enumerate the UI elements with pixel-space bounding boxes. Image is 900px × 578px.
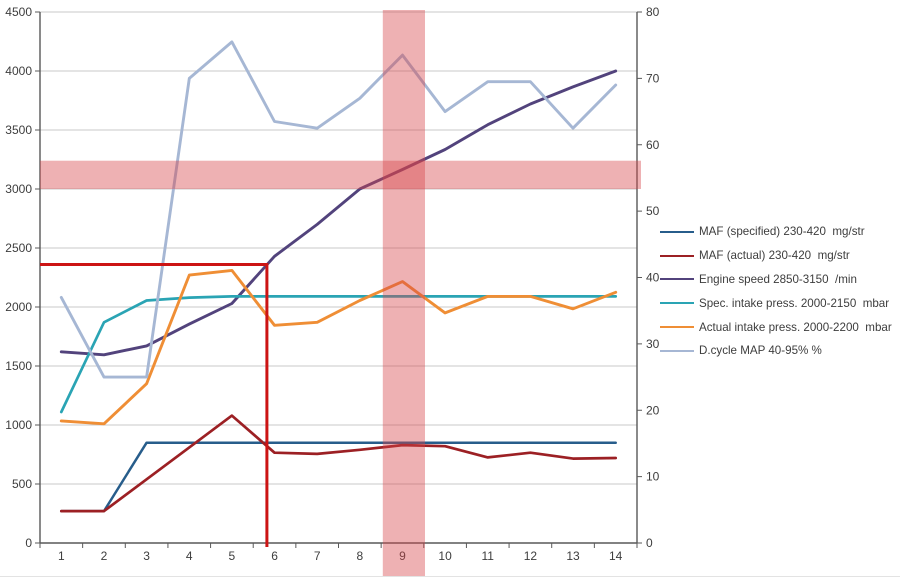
left-axis-tick-label: 3000 [5, 182, 32, 196]
threshold-marker-lines [40, 263, 269, 547]
right-axis-tick-label: 30 [646, 337, 660, 351]
x-axis-tick-label: 11 [482, 549, 495, 563]
left-axis-tick-label: 2000 [5, 300, 32, 314]
left-axis-tick-label: 1500 [5, 359, 32, 373]
legend-line-swatch [660, 254, 694, 257]
x-axis-tick-label: 1 [58, 549, 65, 563]
legend-item-engine-speed-2850-3150-min: Engine speed 2850-3150 /min [660, 268, 892, 292]
series-line-maf-actual-230-420-mg-str [59, 414, 618, 513]
series-line-d-cycle-map-40-95 [59, 40, 618, 379]
x-axis-tick-label: 3 [143, 549, 150, 563]
series-line-spec-intake-press-2000-2150-mbar [59, 295, 618, 414]
x-axis-tick-label: 5 [229, 549, 236, 563]
legend-line-swatch [660, 302, 694, 305]
left-axis-tick-label: 3500 [5, 123, 32, 137]
legend-item-maf-actual-230-420-mg-str: MAF (actual) 230-420 mg/str [660, 244, 892, 268]
legend-label: Actual intake press. 2000-2200 mbar [699, 320, 892, 334]
x-axis-tick-label: 13 [566, 549, 580, 563]
left-axis-tick-label: 0 [25, 536, 32, 550]
vertical-highlight-band [382, 10, 425, 577]
x-axis-tick-label: 4 [186, 549, 193, 563]
right-axis-tick-label: 50 [646, 204, 660, 218]
legend-item-maf-specified-230-420-mg-str: MAF (specified) 230-420 mg/str [660, 220, 892, 244]
legend-label: Spec. intake press. 2000-2150 mbar [699, 296, 890, 310]
series-line-engine-speed-2850-3150-min [59, 69, 618, 357]
left-axis-tick-label: 1000 [5, 418, 32, 432]
right-axis-tick-label: 40 [646, 271, 660, 285]
legend-line-swatch [660, 230, 694, 233]
legend-label: MAF (actual) 230-420 mg/str [699, 249, 850, 263]
legend-label: D.cycle MAP 40-95% % [699, 344, 822, 358]
x-axis-tick-label: 6 [271, 549, 278, 563]
left-axis-tick-label: 2500 [5, 241, 32, 255]
chart-legend: MAF (specified) 230-420 mg/str MAF (actua… [660, 220, 892, 363]
right-axis-tick-label: 10 [646, 470, 660, 484]
horizontal-highlight-band [40, 160, 641, 189]
left-axis-tick-label: 4500 [5, 5, 32, 19]
right-axis-tick-label: 0 [646, 536, 653, 550]
legend-line-swatch [660, 326, 694, 329]
x-axis-tick-label: 10 [438, 549, 452, 563]
x-axis-tick-label: 12 [524, 549, 538, 563]
x-axis-tick-label: 14 [609, 549, 623, 563]
legend-label: Engine speed 2850-3150 /min [699, 272, 857, 286]
x-axis-tick-label: 9 [399, 549, 406, 563]
legend-item-d-cycle-map-40-95: D.cycle MAP 40-95% % [660, 339, 892, 363]
series-line-actual-intake-press-2000-2200-mbar [59, 268, 618, 426]
series-line-maf-specified-230-420-mg-str [60, 441, 617, 513]
image-bottom-border [0, 576, 900, 577]
legend-item-spec-intake-press-2000-2150-mbar: Spec. intake press. 2000-2150 mbar [660, 291, 892, 315]
x-axis-tick-label: 7 [314, 549, 321, 563]
legend-line-swatch [660, 278, 694, 281]
left-axis-tick-label: 500 [12, 477, 32, 491]
x-axis-tick-label: 2 [101, 549, 108, 563]
left-axis-tick-label: 4000 [5, 64, 32, 78]
right-axis-tick-label: 70 [646, 71, 660, 85]
x-axis-tick-label: 8 [356, 549, 363, 563]
legend-line-swatch [660, 349, 694, 352]
legend-label: MAF (specified) 230-420 mg/str [699, 225, 865, 239]
right-axis-tick-label: 80 [646, 5, 660, 19]
legend-item-actual-intake-press-2000-2200-mbar: Actual intake press. 2000-2200 mbar [660, 315, 892, 339]
right-axis-tick-label: 60 [646, 138, 660, 152]
right-axis-tick-label: 20 [646, 403, 660, 417]
